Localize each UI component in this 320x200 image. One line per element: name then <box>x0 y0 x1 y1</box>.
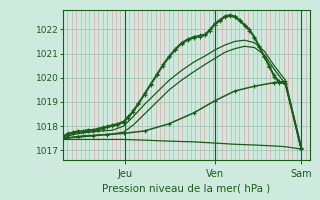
X-axis label: Pression niveau de la mer( hPa ): Pression niveau de la mer( hPa ) <box>102 183 271 193</box>
